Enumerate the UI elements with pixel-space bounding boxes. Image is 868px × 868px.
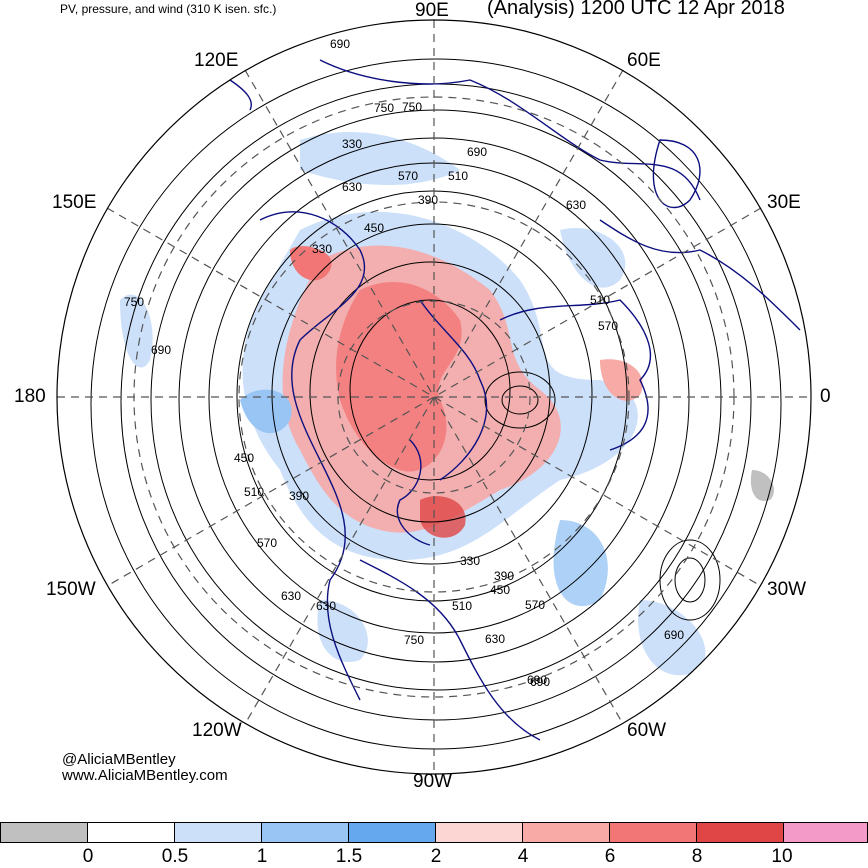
contour-label: 510 [590,293,610,307]
colorbar-bin [435,822,523,843]
contour-label: 750 [402,100,422,114]
colorbar-tick: 10 [771,846,793,867]
lon-label-120e: 120E [194,50,239,71]
coastlines [229,59,801,741]
lon-label-60e: 60E [627,50,661,71]
contour-label: 630 [485,632,505,646]
contour-label: 390 [494,569,514,583]
contour-label: 690 [530,675,550,689]
colorbar-tick: 2 [430,846,442,867]
contour-label: 690 [467,145,487,159]
contour-label: 690 [330,37,350,51]
colorbar-bin [783,822,868,843]
contour-label: 570 [257,536,277,550]
contour-label: 330 [312,242,332,256]
contour-label: 510 [452,599,472,613]
colorbar-tick: 1 [256,846,268,867]
colorbar-bin [348,822,436,843]
contour-labels: 750 690 630 570 510 450 390 330 750 690 … [124,37,684,689]
map-title: (Analysis) 1200 UTC 12 Apr 2018 [487,0,785,19]
lon-label-90w: 90W [413,771,453,792]
colorbar-bin [87,822,175,843]
colorbar-tick: 8 [691,846,703,867]
lon-label-90e: 90E [415,0,449,21]
contour-label: 570 [398,169,418,183]
colorbar-bin [609,822,697,843]
contour-label: 390 [418,193,438,207]
credit-handle: @AliciaMBentley [62,751,176,768]
contour-label: 510 [448,169,468,183]
lon-label-150e: 150E [52,192,97,213]
contour-label: 570 [598,319,618,333]
credit-website: www.AliciaMBentley.com [62,767,228,784]
colorbar-tick: 0 [82,846,94,867]
contour-label: 450 [234,451,254,465]
contour-label: 330 [460,554,480,568]
colorbar-bin [174,822,262,843]
contour-label: 630 [566,198,586,212]
contour-label: 630 [281,589,301,603]
colorbar-bin [0,822,88,843]
lon-label-60w: 60W [627,720,667,741]
lon-label-30e: 30E [767,192,801,213]
colorbar-tick: 6 [604,846,616,867]
map-subtitle: PV, pressure, and wind (310 K isen. sfc.… [60,2,277,16]
map-boundary [56,19,812,775]
contour-label: 630 [316,599,336,613]
contour-label: 750 [124,295,144,309]
lon-label-0: 0 [820,386,831,407]
colorbar-tick: 1.5 [335,846,363,867]
polar-map: 750 690 630 570 510 450 390 330 750 690 … [56,19,812,775]
contour-label: 690 [527,673,547,687]
graticule [57,20,811,774]
colorbar-bin [696,822,784,843]
lon-label-180: 180 [14,386,46,407]
lon-label-30w: 30W [767,579,807,600]
lon-label-150w: 150W [46,579,96,600]
colorbar-bin [522,822,610,843]
lon-label-120w: 120W [192,720,242,741]
contour-label: 750 [404,633,424,647]
colorbar: 0 0.5 1 1.5 2 4 6 8 10 [0,822,868,867]
contour-label: 750 [374,101,394,115]
contour-label: 570 [525,598,545,612]
colorbar-tick: 0.5 [161,846,189,867]
contour-label: 690 [664,628,684,642]
colorbar-bin [261,822,349,843]
colorbar-tick: 4 [517,846,529,867]
contour-label: 690 [151,343,171,357]
contour-label: 330 [342,137,362,151]
contour-label: 510 [244,485,264,499]
contour-label: 630 [342,180,362,194]
contour-label: 450 [364,221,384,235]
contour-label: 390 [289,489,309,503]
contour-label: 450 [490,583,510,597]
